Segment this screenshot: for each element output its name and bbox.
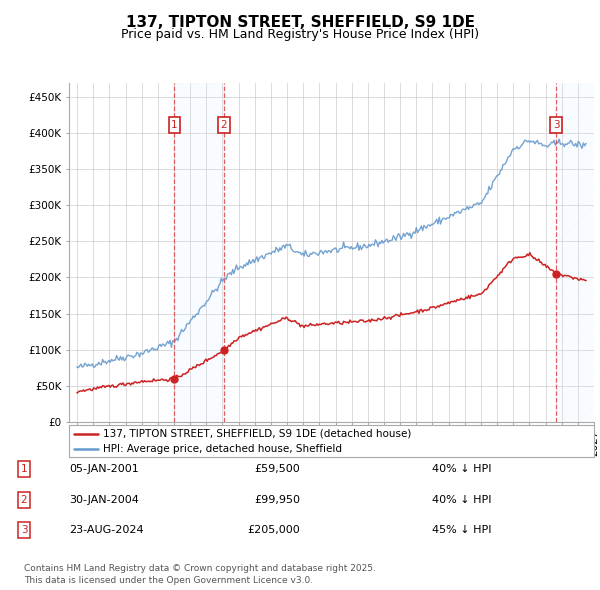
Text: £99,950: £99,950 <box>254 495 300 504</box>
Text: 30-JAN-2004: 30-JAN-2004 <box>69 495 139 504</box>
Text: 05-JAN-2001: 05-JAN-2001 <box>69 464 139 474</box>
Text: 1: 1 <box>171 120 178 130</box>
Text: 23-AUG-2024: 23-AUG-2024 <box>69 526 143 535</box>
Text: 40% ↓ HPI: 40% ↓ HPI <box>432 464 491 474</box>
Text: 137, TIPTON STREET, SHEFFIELD, S9 1DE (detached house): 137, TIPTON STREET, SHEFFIELD, S9 1DE (d… <box>103 429 412 439</box>
Text: 137, TIPTON STREET, SHEFFIELD, S9 1DE: 137, TIPTON STREET, SHEFFIELD, S9 1DE <box>125 15 475 30</box>
Text: 1: 1 <box>20 464 28 474</box>
Text: 3: 3 <box>20 526 28 535</box>
Text: £205,000: £205,000 <box>247 526 300 535</box>
Text: £59,500: £59,500 <box>254 464 300 474</box>
Text: HPI: Average price, detached house, Sheffield: HPI: Average price, detached house, Shef… <box>103 444 342 454</box>
Text: Price paid vs. HM Land Registry's House Price Index (HPI): Price paid vs. HM Land Registry's House … <box>121 28 479 41</box>
Text: 40% ↓ HPI: 40% ↓ HPI <box>432 495 491 504</box>
Text: 2: 2 <box>20 495 28 504</box>
Text: 2: 2 <box>220 120 227 130</box>
Text: 45% ↓ HPI: 45% ↓ HPI <box>432 526 491 535</box>
Text: 3: 3 <box>553 120 559 130</box>
Text: Contains HM Land Registry data © Crown copyright and database right 2025.
This d: Contains HM Land Registry data © Crown c… <box>24 565 376 585</box>
Bar <box>556 83 594 422</box>
Bar <box>175 83 224 422</box>
